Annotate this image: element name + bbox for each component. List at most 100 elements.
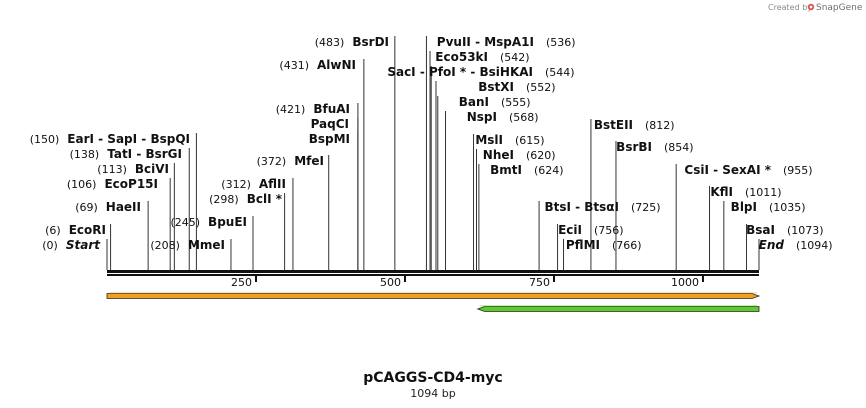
site-label-position: (208) bbox=[150, 239, 180, 252]
site-label: BanI (555) bbox=[459, 95, 531, 109]
site-label-position: (555) bbox=[501, 96, 531, 109]
ruler-tick-label: 750 bbox=[529, 276, 550, 289]
site-label: PvuII - MspA1I (536) bbox=[437, 35, 576, 49]
site-label: MmeI (208) bbox=[150, 238, 225, 252]
map-title: pCAGGS-CD4-myc bbox=[363, 370, 502, 386]
site-labels: Start (0) EcoRI(6) HaeII(69) EcoP15I(106)Bci… bbox=[30, 35, 833, 252]
site-label-position: (113) bbox=[97, 163, 127, 176]
site-label: NspI (568) bbox=[467, 110, 539, 124]
site-label-position: (1073) bbox=[787, 224, 824, 237]
sequence-axis: 250 500 750 1000 bbox=[107, 270, 759, 289]
site-label-name: PaqCI bbox=[311, 117, 349, 131]
site-label-position: (0) bbox=[42, 239, 58, 252]
site-label-name: BmtI bbox=[490, 163, 522, 177]
site-label-name: KflI bbox=[710, 185, 733, 199]
site-label-name: BlpI bbox=[731, 200, 757, 214]
reverse-feature-glow bbox=[479, 305, 757, 307]
feature-arrows bbox=[106, 292, 761, 312]
site-label-name: BstXI bbox=[478, 80, 514, 94]
site-label: HaeII (69) bbox=[75, 200, 141, 214]
site-label: EciI (756) bbox=[558, 223, 623, 237]
site-label-position: (552) bbox=[526, 81, 556, 94]
site-label-name: Start bbox=[66, 238, 101, 252]
site-label: BfuAI (421) bbox=[276, 102, 350, 116]
site-label: BciVI (113) bbox=[97, 162, 169, 176]
site-label: SacI - PfoI * - BsiHKAI (544) bbox=[387, 65, 574, 79]
ruler-tick bbox=[552, 274, 555, 282]
site-label-name: BpuEI bbox=[208, 215, 247, 229]
site-label-name: BanI bbox=[459, 95, 489, 109]
site-label: NheI (620) bbox=[483, 148, 556, 162]
forward-feature-arrow bbox=[106, 293, 761, 299]
site-label-name: MslI bbox=[475, 133, 503, 147]
snapgene-credit: Created by SnapGene bbox=[768, 3, 863, 13]
ruler-tick-label: 500 bbox=[380, 276, 401, 289]
site-label-name: EarI - SapI - BspQI bbox=[67, 132, 190, 146]
site-label-position: (431) bbox=[279, 59, 309, 72]
site-label-name: BsrDI bbox=[352, 35, 389, 49]
site-label: End (1094) bbox=[759, 238, 833, 252]
site-label-name: EciI bbox=[558, 223, 582, 237]
site-label-position: (955) bbox=[783, 164, 813, 177]
site-label-position: (150) bbox=[30, 133, 60, 146]
site-label: Start (0) bbox=[42, 238, 101, 252]
site-label-name: MfeI bbox=[294, 154, 324, 168]
site-label: AflII (312) bbox=[221, 177, 286, 191]
site-label-position: (544) bbox=[545, 66, 575, 79]
site-label: Eco53kI (542) bbox=[435, 50, 529, 64]
site-label-name: BfuAI bbox=[313, 102, 350, 116]
site-label-name: AlwNI bbox=[317, 58, 356, 72]
site-label-position: (615) bbox=[515, 134, 545, 147]
site-label: EcoP15I (106) bbox=[67, 177, 158, 191]
site-label-position: (766) bbox=[612, 239, 642, 252]
site-label: BstXI (552) bbox=[478, 80, 555, 94]
site-label-position: (620) bbox=[526, 149, 556, 162]
site-label-position: (298) bbox=[209, 193, 239, 206]
site-label: KflI (1011) bbox=[710, 185, 781, 199]
site-label-name: BsrBI bbox=[616, 140, 652, 154]
site-label-position: (542) bbox=[500, 51, 530, 64]
site-label-position: (372) bbox=[257, 155, 287, 168]
site-label-name: MmeI bbox=[188, 238, 225, 252]
site-label: PflMI (766) bbox=[566, 238, 642, 252]
site-label: AlwNI (431) bbox=[279, 58, 356, 72]
site-label-position: (624) bbox=[534, 164, 564, 177]
site-label-name: BsaI bbox=[746, 223, 775, 237]
axis-line-top bbox=[107, 270, 759, 273]
site-label-name: PflMI bbox=[566, 238, 600, 252]
site-label: PaqCI bbox=[311, 117, 349, 131]
snapgene-logo-icon bbox=[807, 3, 815, 11]
site-guide-lines bbox=[106, 36, 760, 270]
site-label-name: PvuII - MspA1I bbox=[437, 35, 534, 49]
site-label-position: (6) bbox=[45, 224, 61, 237]
ruler-ticks: 250 500 750 1000 bbox=[231, 274, 704, 289]
site-label: BsrBI (854) bbox=[616, 140, 693, 154]
site-label-position: (725) bbox=[631, 201, 661, 214]
site-label-name: Eco53kI bbox=[435, 50, 488, 64]
site-label-position: (756) bbox=[594, 224, 624, 237]
site-label: CsiI - SexAI * (955) bbox=[684, 163, 812, 177]
site-label-name: AflII bbox=[259, 177, 286, 191]
site-label: BsrDI (483) bbox=[315, 35, 389, 49]
site-label-name: NheI bbox=[483, 148, 514, 162]
site-label: EarI - SapI - BspQI (150) bbox=[30, 132, 190, 146]
axis-line-bottom bbox=[107, 274, 759, 276]
site-label-position: (854) bbox=[664, 141, 694, 154]
site-label-position: (568) bbox=[509, 111, 539, 124]
site-label-name: EcoP15I bbox=[104, 177, 158, 191]
ruler-tick-label: 250 bbox=[231, 276, 252, 289]
site-label: EcoRI (6) bbox=[45, 223, 106, 237]
site-label: TatI - BsrGI (138) bbox=[70, 147, 182, 161]
site-label-name: NspI bbox=[467, 110, 497, 124]
site-label: BclI * (298) bbox=[209, 192, 283, 206]
site-label-position: (312) bbox=[221, 178, 251, 191]
site-label: BtsI - BtsαI (725) bbox=[544, 200, 660, 214]
site-label: MslI (615) bbox=[475, 133, 544, 147]
site-label-name: BspMI bbox=[309, 132, 350, 146]
site-label: BsaI (1073) bbox=[746, 223, 823, 237]
site-label-name: End bbox=[759, 238, 785, 252]
reverse-feature-arrow bbox=[476, 306, 760, 312]
site-label-position: (245) bbox=[170, 216, 200, 229]
site-label-position: (1011) bbox=[745, 186, 782, 199]
site-label-name: BclI * bbox=[247, 192, 283, 206]
